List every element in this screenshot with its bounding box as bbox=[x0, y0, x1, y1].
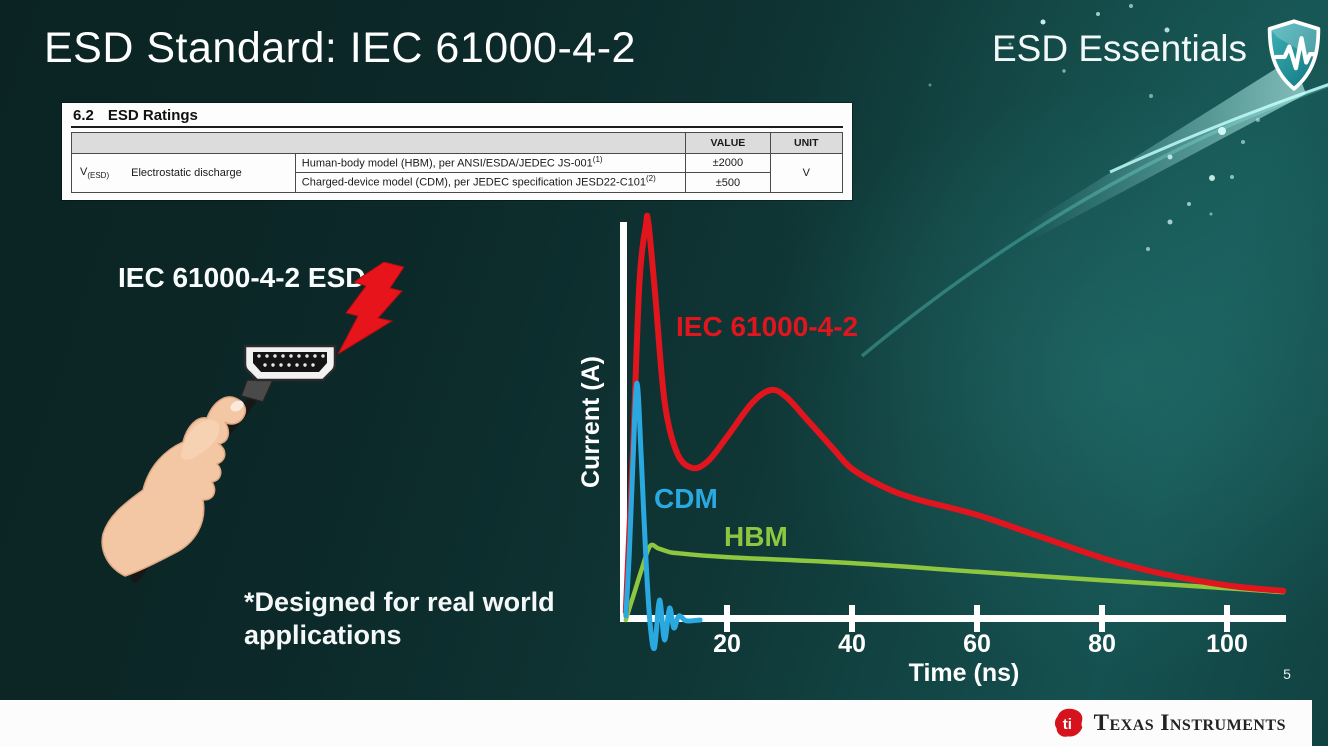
chart-y-axis-label: Current (A) bbox=[577, 356, 605, 488]
parameter-cell: V(ESD) Electrostatic discharge bbox=[71, 153, 296, 193]
brand-title: ESD Essentials bbox=[992, 28, 1247, 69]
header-unit: UNIT bbox=[769, 132, 844, 154]
row-value: ±2000 bbox=[685, 152, 771, 174]
curve-iec-61000-4-2 bbox=[622, 212, 1287, 615]
x-tick-label: 40 bbox=[838, 630, 866, 658]
parameter-symbol: V(ESD) bbox=[80, 165, 110, 180]
x-axis bbox=[620, 615, 1286, 622]
x-tick-60 bbox=[974, 605, 980, 632]
ti-monogram: ti bbox=[1062, 716, 1071, 733]
hdmi-connector-icon bbox=[243, 344, 337, 382]
parameter-name: Electrostatic discharge bbox=[131, 166, 242, 179]
x-tick-80 bbox=[1099, 605, 1105, 632]
table-row: V(ESD) Electrostatic discharge Human-bod… bbox=[71, 152, 844, 193]
curve-cdm bbox=[623, 380, 703, 652]
shield-beam bbox=[1022, 58, 1306, 240]
hand-holding-hdmi-illustration bbox=[101, 344, 337, 583]
curve-label-iec-61000-4-2: IEC 61000-4-2 bbox=[676, 311, 859, 342]
curve-label-cdm: CDM bbox=[654, 483, 718, 514]
header-empty-cell bbox=[70, 132, 687, 154]
table-row: Charged-device model (CDM), per JEDEC sp… bbox=[72, 172, 843, 193]
x-tick-100 bbox=[1224, 605, 1230, 632]
footer-bar: ti Texas Instruments bbox=[0, 700, 1312, 746]
y-axis bbox=[620, 222, 627, 622]
x-tick-20 bbox=[724, 605, 730, 632]
chart-x-axis-label: Time (ns) bbox=[908, 659, 1020, 687]
esd-ratings-table: VALUE UNIT V(ESD) Electrostatic discharg… bbox=[70, 132, 844, 193]
row-description: Human-body model (HBM), per ANSI/ESDA/JE… bbox=[294, 152, 687, 174]
row-description: Charged-device model (CDM), per JEDEC sp… bbox=[294, 172, 687, 193]
unit-cell: V bbox=[769, 153, 844, 193]
esd-shield-icon bbox=[1267, 19, 1321, 91]
table-section-heading: 6.2 ESD Ratings bbox=[71, 106, 843, 128]
curve-label-hbm: HBM bbox=[724, 521, 788, 552]
lightning-bolt-icon bbox=[337, 262, 404, 354]
chart-axes bbox=[620, 222, 1286, 632]
plug-stub bbox=[240, 379, 275, 403]
x-tick-label: 80 bbox=[1088, 630, 1116, 658]
page-number: 5 bbox=[1283, 666, 1291, 682]
swoosh-arc bbox=[860, 83, 1328, 358]
footnote: *Designed for real world applications bbox=[244, 587, 555, 650]
ti-logo-icon: ti bbox=[1054, 708, 1082, 737]
illustration-label: IEC 61000-4-2 ESD bbox=[118, 262, 366, 293]
row-value: ±500 bbox=[685, 172, 771, 193]
hand bbox=[101, 396, 247, 577]
x-tick-40 bbox=[849, 605, 855, 632]
table-header-row: VALUE UNIT bbox=[70, 132, 844, 154]
page-title: ESD Standard: IEC 61000-4-2 bbox=[44, 24, 636, 72]
section-title: ESD Ratings bbox=[107, 107, 198, 124]
header-value: VALUE bbox=[685, 132, 771, 154]
section-number: 6.2 bbox=[73, 107, 94, 124]
x-tick-label: 60 bbox=[963, 630, 991, 658]
chart-curves bbox=[622, 212, 1287, 652]
footer-brand-text: Texas Instruments bbox=[1093, 710, 1286, 735]
particle-dots bbox=[928, 4, 1260, 251]
x-tick-label: 20 bbox=[713, 630, 741, 658]
datasheet-panel: 6.2 ESD Ratings VALUE UNIT V(ESD) Electro… bbox=[62, 103, 852, 200]
x-tick-label: 100 bbox=[1206, 630, 1248, 658]
